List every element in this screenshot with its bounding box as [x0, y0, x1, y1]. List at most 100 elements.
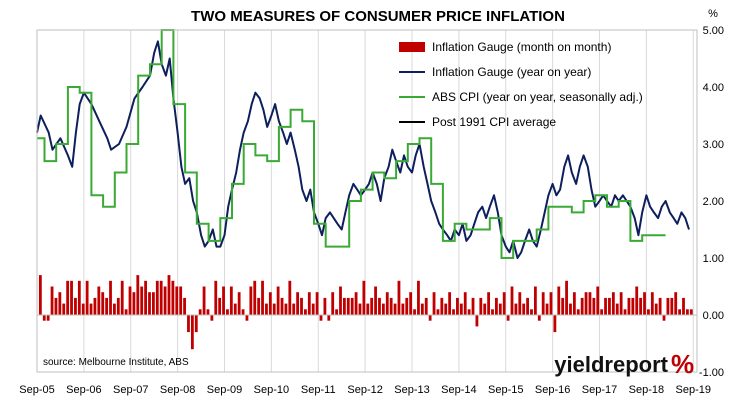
bar — [588, 292, 592, 315]
bar — [265, 303, 268, 315]
bar — [315, 292, 319, 315]
bar — [128, 286, 132, 315]
bar — [74, 297, 77, 315]
bar — [136, 275, 140, 315]
bar — [171, 280, 175, 315]
bar — [89, 303, 93, 315]
bar — [194, 315, 198, 333]
bar — [210, 315, 214, 321]
bar — [674, 292, 678, 315]
bar — [401, 303, 405, 315]
bar — [650, 292, 654, 315]
bar — [409, 292, 413, 315]
bar — [148, 292, 151, 315]
bar — [510, 286, 514, 315]
bar — [549, 292, 553, 315]
bar — [167, 275, 171, 315]
bar — [452, 309, 455, 315]
bar — [101, 292, 105, 315]
bar — [424, 297, 428, 315]
bar — [580, 297, 584, 315]
x-axis-ticks: Sep-05 Sep-06 Sep-07 Sep-08 Sep-09 Sep-10 Sep-… — [19, 384, 711, 396]
bar — [202, 286, 206, 315]
bar — [685, 309, 689, 315]
bar — [553, 315, 557, 333]
bar — [522, 303, 526, 315]
bar — [463, 292, 467, 315]
bar — [495, 297, 498, 315]
bar — [541, 292, 545, 315]
bar — [206, 309, 210, 315]
legend-label: Inflation Gauge (year on year) — [432, 65, 591, 79]
bar — [658, 297, 662, 315]
bar — [385, 292, 389, 315]
bar — [214, 280, 218, 315]
bar — [42, 315, 46, 321]
legend-label: ABS CPI (year on year, seasonally adj.) — [432, 90, 643, 104]
bar — [257, 297, 261, 315]
bar — [280, 297, 284, 315]
bar — [428, 315, 432, 321]
bar — [623, 309, 627, 315]
bar — [572, 292, 576, 315]
bar — [190, 315, 194, 350]
bar — [514, 303, 518, 315]
bar — [467, 309, 471, 315]
y-tick-label: 3.00 — [703, 139, 724, 151]
x-tick-label: Sep-12 — [347, 384, 382, 396]
bar — [124, 309, 128, 315]
bar — [518, 292, 522, 315]
x-tick-label: Sep-13 — [394, 384, 429, 396]
bar — [319, 315, 323, 321]
bar — [444, 303, 448, 315]
x-tick-label: Sep-08 — [160, 384, 195, 396]
bar — [175, 286, 179, 315]
bar — [611, 292, 615, 315]
bar — [584, 292, 588, 315]
bar — [296, 292, 300, 315]
bar — [456, 297, 459, 315]
bar — [533, 286, 537, 315]
plot-border — [36, 29, 698, 373]
x-tick-label: Sep-16 — [535, 384, 570, 396]
bar — [233, 303, 237, 315]
y-tick-label: 0.00 — [703, 310, 724, 322]
bar — [187, 315, 190, 333]
bar — [335, 309, 338, 315]
bar — [420, 303, 424, 315]
bar — [678, 309, 682, 315]
plot-frame — [36, 29, 698, 373]
series-step — [37, 29, 666, 259]
bar — [569, 303, 572, 315]
svg-text:yieldreport: yieldreport — [554, 352, 668, 377]
bar — [151, 292, 155, 315]
bar — [46, 315, 50, 321]
bar — [393, 303, 397, 315]
bar — [374, 286, 377, 315]
bar — [253, 280, 257, 315]
bar — [323, 297, 327, 315]
bar — [276, 286, 280, 315]
bar — [120, 280, 124, 315]
bar — [85, 280, 89, 315]
bar — [346, 297, 350, 315]
bar — [670, 297, 674, 315]
legend-label: Inflation Gauge (month on month) — [432, 40, 611, 54]
x-tick-label: Sep-17 — [582, 384, 617, 396]
bar — [54, 297, 58, 315]
bar — [537, 315, 541, 321]
bar — [105, 297, 109, 315]
bar — [350, 297, 354, 315]
bar — [58, 292, 62, 315]
brand-logo: yieldreport % — [554, 349, 694, 379]
bar — [179, 286, 183, 315]
x-tick-label: Sep-18 — [629, 384, 664, 396]
bar — [77, 280, 81, 315]
bar — [70, 280, 73, 315]
bar — [304, 309, 307, 315]
bar — [471, 297, 475, 315]
bar — [113, 303, 116, 315]
bar — [288, 280, 292, 315]
bar — [619, 292, 623, 315]
